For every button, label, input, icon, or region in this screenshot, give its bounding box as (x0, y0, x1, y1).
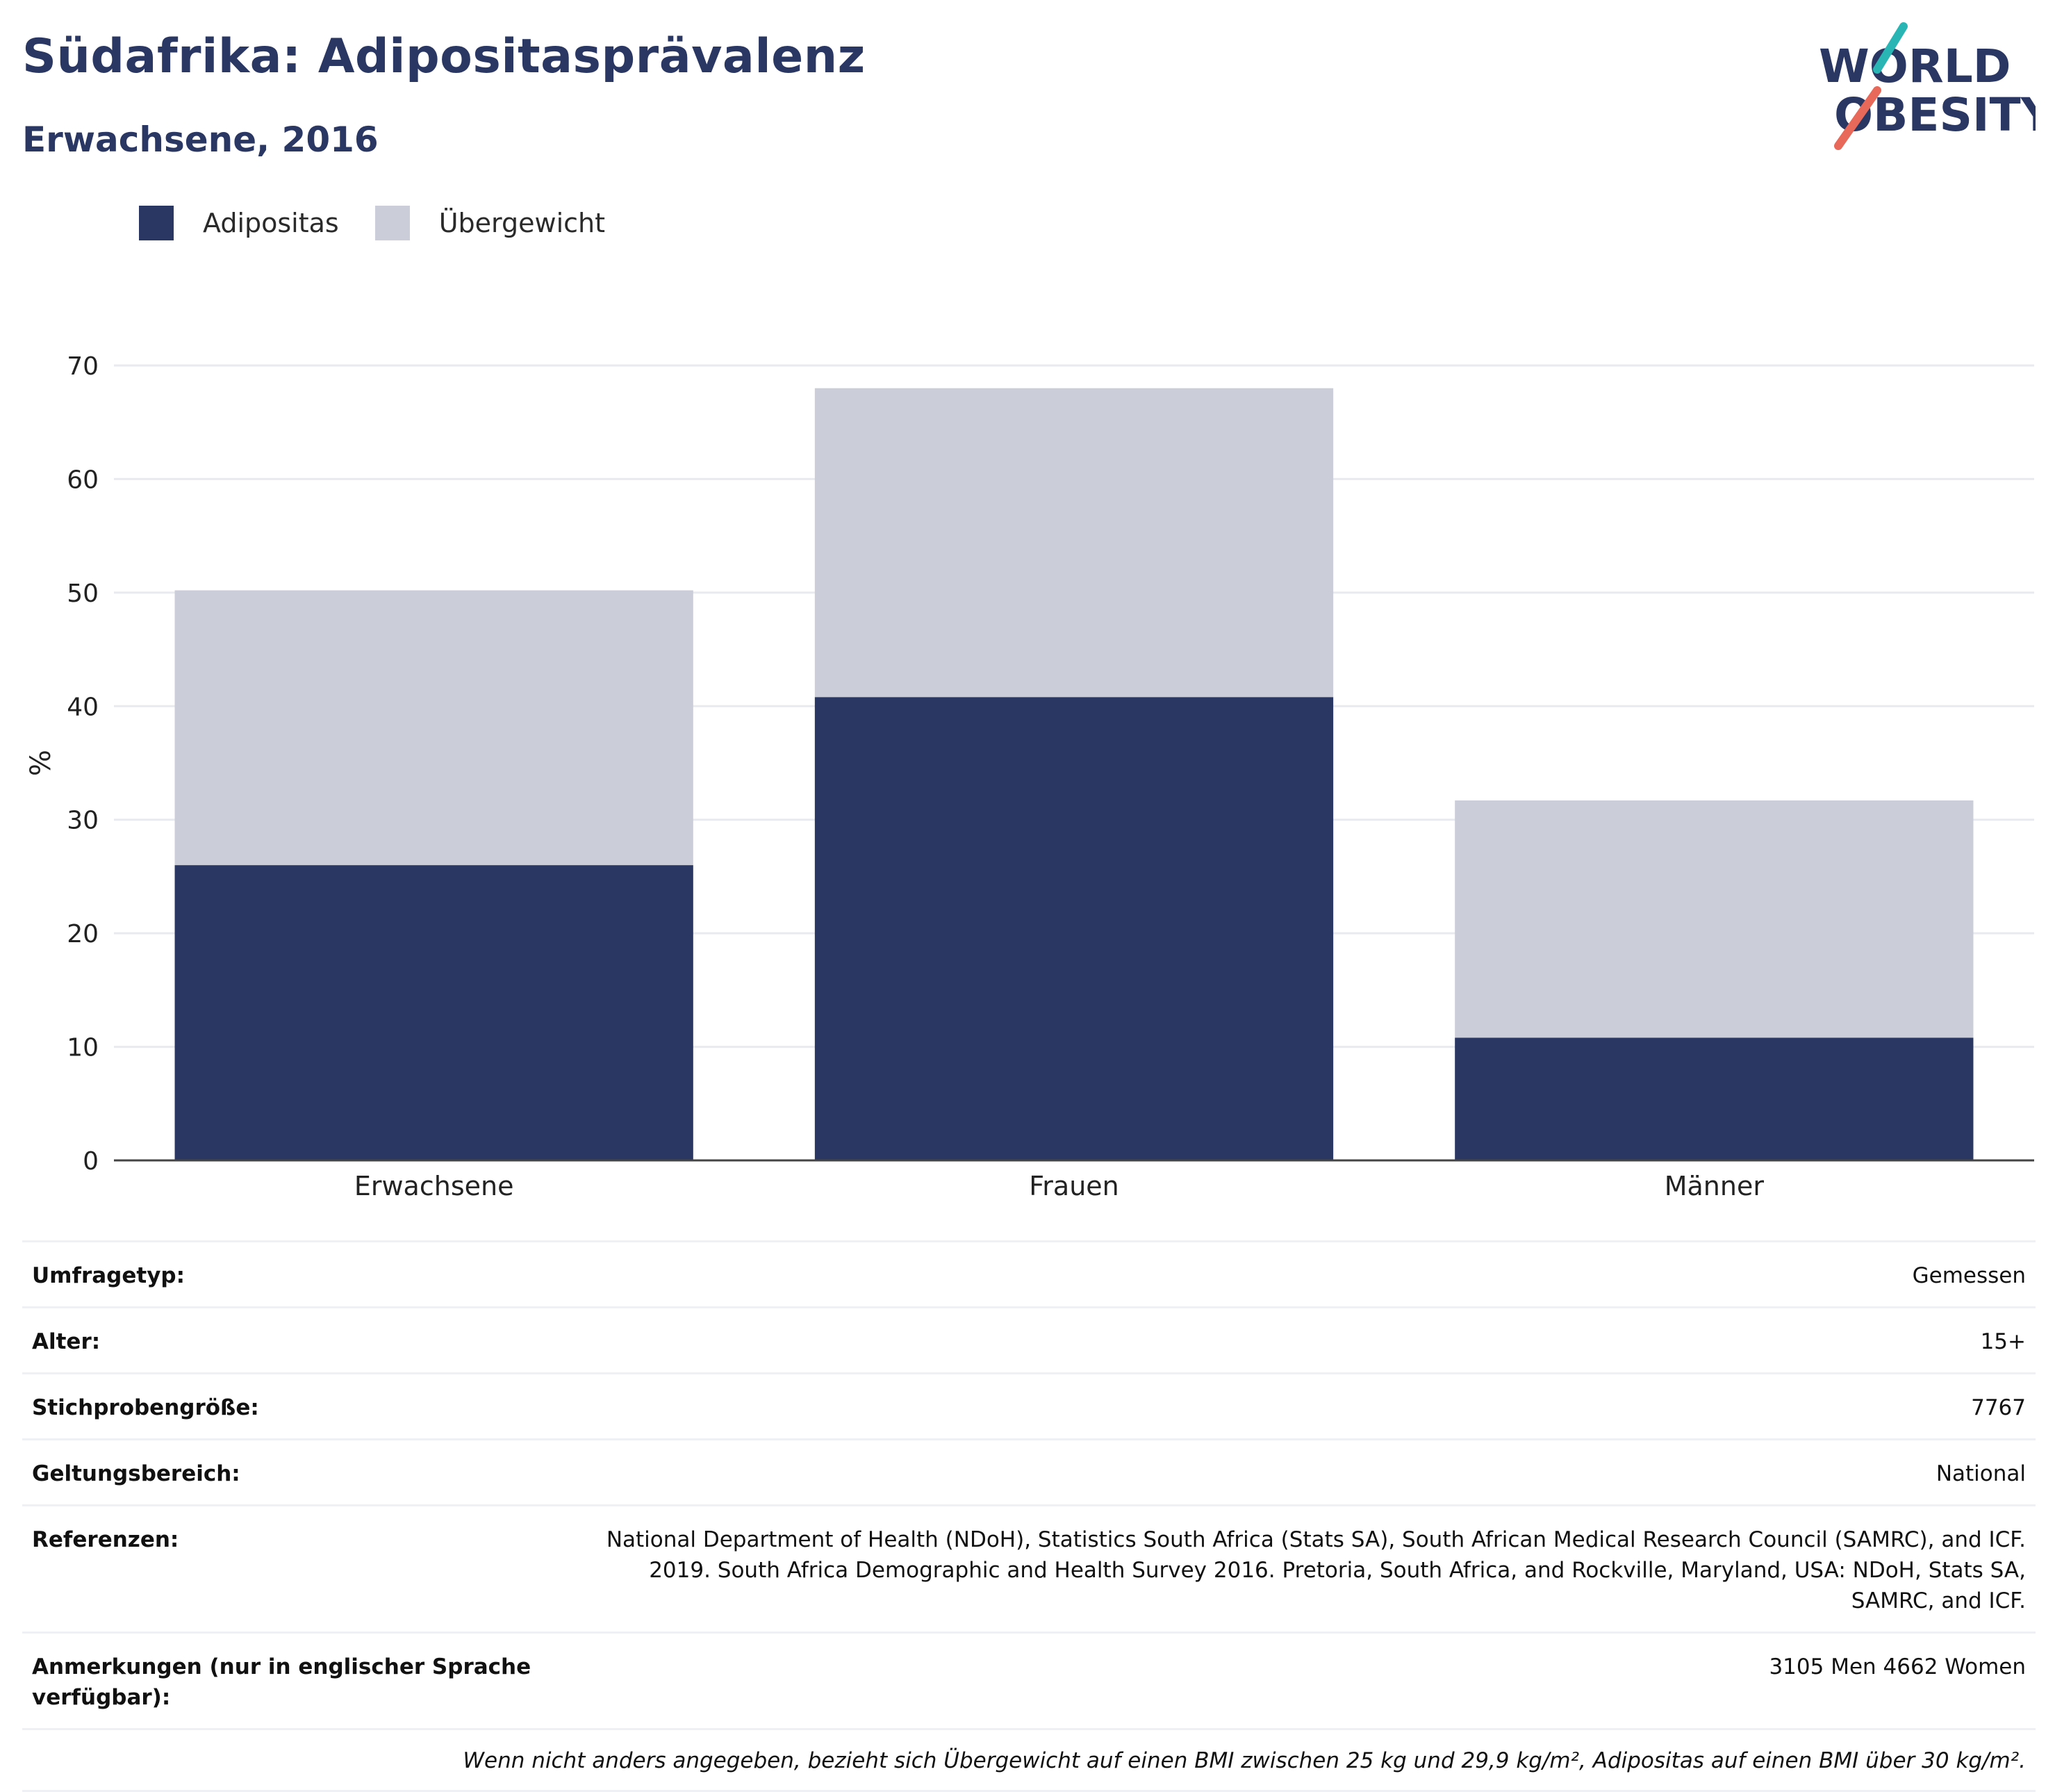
info-row-notes: Anmerkungen (nur in englischer Sprache v… (22, 1631, 2036, 1728)
legend-label-obesity: Adipositas (203, 208, 339, 238)
chart-subtitle: Erwachsene, 2016 (22, 120, 379, 160)
legend-swatch-overweight (374, 206, 410, 240)
bar-overweight (174, 590, 693, 866)
chart-legend: Adipositas Übergewicht (139, 206, 641, 240)
chart-title: Südafrika: Adipositasprävalenz (22, 29, 866, 84)
y-tick-label: 60 (67, 466, 99, 494)
y-tick-label: 20 (67, 920, 99, 948)
info-value: 3105 Men 4662 Women (1769, 1654, 2026, 1679)
logo-coral-stroke (1834, 86, 1881, 150)
info-label: Geltungsbereich: (32, 1461, 240, 1486)
x-tick-label: Erwachsene (354, 1171, 514, 1201)
bar-obesity (814, 697, 1334, 1160)
y-tick-label: 70 (67, 352, 99, 381)
info-row-references: Referenzen: National Department of Healt… (22, 1504, 2036, 1631)
stacked-bar-chart: 0 10 20 30 40 50 60 70% Erwachsene Frauen Männer (25, 352, 2034, 1201)
info-label: Anmerkungen (nur in englischer Sprache v… (32, 1654, 531, 1710)
bar-overweight (1455, 800, 1974, 1038)
legend-swatch-obesity (139, 206, 174, 240)
logo-text-world: WORLD (1819, 40, 2011, 93)
info-label: Stichprobengröße: (32, 1395, 259, 1420)
world-obesity-logo: WORLD OBESITY (1819, 22, 2036, 150)
y-axis-label: % (25, 750, 57, 776)
info-label: Alter: (32, 1329, 101, 1354)
y-tick-label: 10 (67, 1034, 99, 1062)
logo-teal-stroke (1873, 22, 1908, 74)
y-tick-label: 0 (83, 1147, 99, 1176)
y-tick-label: 40 (67, 693, 99, 721)
info-value: Gemessen (1912, 1263, 2026, 1288)
info-label: Referenzen: (32, 1527, 179, 1552)
info-row-coverage: Geltungsbereich: National (22, 1438, 2036, 1504)
legend-item-overweight[interactable]: Übergewicht (374, 206, 605, 240)
info-row-sample-size: Stichprobengröße: 7767 (22, 1372, 2036, 1438)
info-value: National (1936, 1461, 2026, 1486)
bar-obesity (174, 865, 693, 1160)
info-value: National Department of Health (NDoH), St… (606, 1527, 2026, 1613)
y-tick-label: 50 (67, 579, 99, 608)
y-tick-label: 30 (67, 807, 99, 835)
info-label: Umfragetyp: (32, 1263, 185, 1288)
x-tick-label: Männer (1665, 1171, 1765, 1201)
info-value: 15+ (1980, 1329, 2026, 1354)
bar-overweight (814, 388, 1334, 698)
bar-obesity (1455, 1037, 1974, 1160)
info-row-age: Alter: 15+ (22, 1306, 2036, 1372)
info-row-survey-type: Umfragetyp: Gemessen (22, 1240, 2036, 1306)
legend-item-obesity[interactable]: Adipositas (139, 206, 339, 240)
x-tick-label: Frauen (1029, 1171, 1119, 1201)
bmi-definition-note: Wenn nicht anders angegeben, bezieht sic… (22, 1728, 2036, 1792)
legend-label-overweight: Übergewicht (438, 208, 605, 238)
info-value: 7767 (1971, 1395, 2026, 1420)
survey-info-table: Umfragetyp: Gemessen Alter: 15+ Stichpro… (22, 1240, 2036, 1792)
